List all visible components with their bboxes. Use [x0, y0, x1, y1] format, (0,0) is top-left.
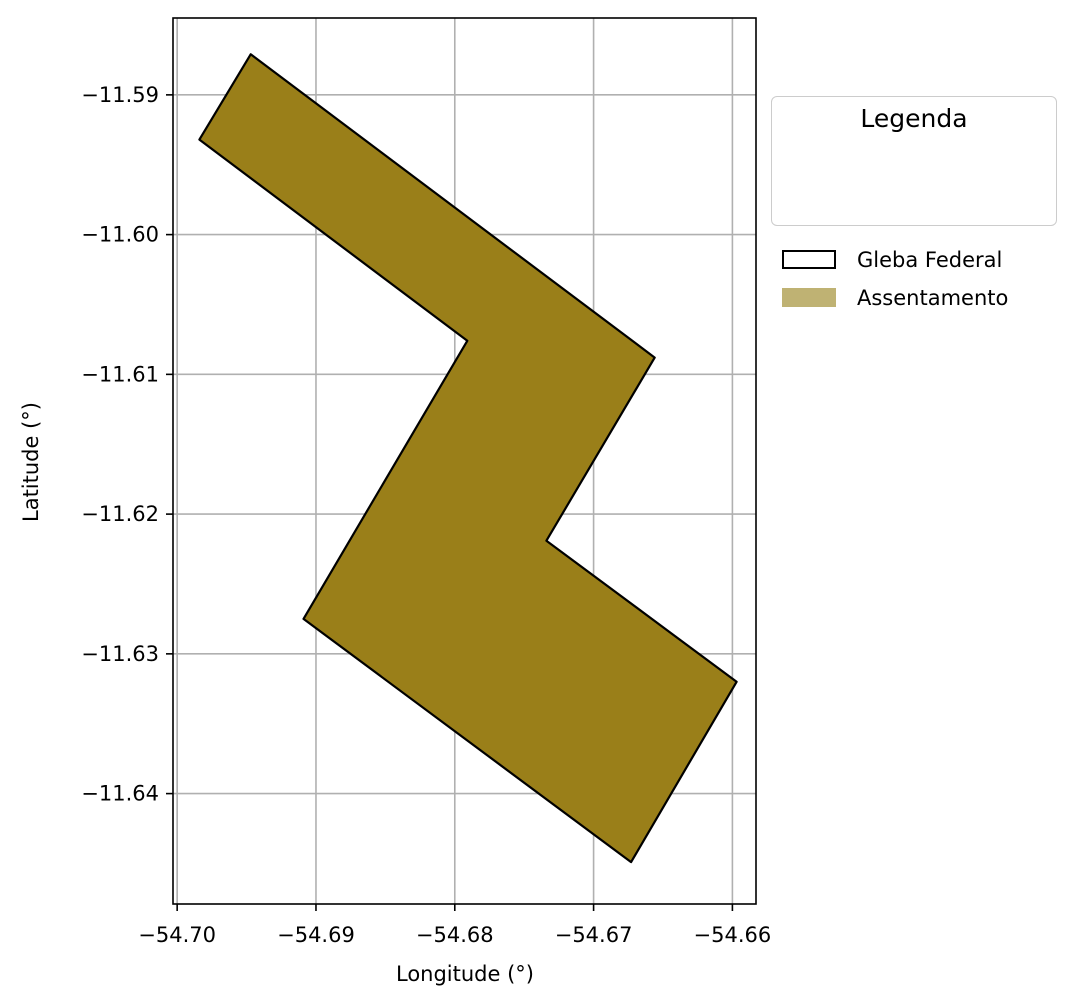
- x-tick-label: −54.67: [555, 923, 633, 947]
- x-tick-label: −54.70: [138, 923, 216, 947]
- x-axis: −54.70 −54.69 −54.68 −54.67 −54.66: [138, 904, 771, 947]
- y-tick-label: −11.64: [81, 782, 159, 806]
- y-tick-label: −11.59: [81, 83, 159, 107]
- y-tick-label: −11.60: [81, 223, 159, 247]
- assentamento-polygon: [199, 54, 736, 862]
- x-tick-label: −54.68: [416, 923, 494, 947]
- legend: Legenda Gleba Federal Assentamento: [771, 96, 1057, 226]
- legend-label-assentamento: Assentamento: [857, 285, 1008, 311]
- y-tick-label: −11.62: [81, 502, 159, 526]
- legend-item-assentamento: Assentamento: [782, 285, 1052, 311]
- y-tick-label: −11.63: [81, 642, 159, 666]
- legend-title: Legenda: [772, 104, 1056, 133]
- y-tick-label: −11.61: [81, 362, 159, 386]
- legend-swatch-assentamento: [782, 288, 836, 307]
- y-axis: −11.59 −11.60 −11.61 −11.62 −11.63 −11.64: [81, 83, 173, 806]
- x-tick-label: −54.66: [694, 923, 772, 947]
- legend-item-gleba-federal: Gleba Federal: [782, 247, 1052, 273]
- x-axis-title: Longitude (°): [396, 962, 534, 986]
- legend-swatch-gleba-federal: [782, 250, 836, 269]
- y-axis-title: Latitude (°): [19, 402, 43, 522]
- polygon-layer: [199, 54, 736, 862]
- x-tick-label: −54.69: [277, 923, 355, 947]
- legend-label-gleba-federal: Gleba Federal: [857, 247, 1002, 273]
